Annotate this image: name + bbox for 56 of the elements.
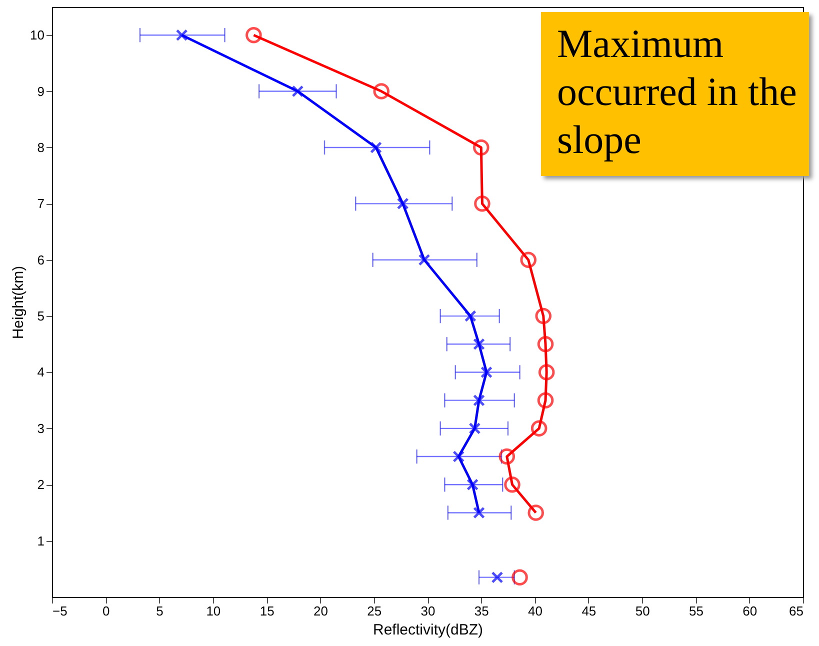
point [418, 254, 430, 266]
point [537, 392, 554, 408]
point [530, 420, 548, 437]
y-tick-label: 5 [37, 308, 44, 324]
x-tick-label: 25 [367, 604, 382, 618]
y-tick-label: 2 [37, 477, 44, 492]
point [520, 252, 536, 268]
point [473, 338, 485, 350]
x-tick-label: 40 [528, 604, 543, 618]
x-tick-label: 30 [420, 604, 436, 618]
point [528, 504, 544, 521]
x-tick-label: 55 [688, 604, 704, 618]
point [491, 571, 504, 584]
point [473, 506, 485, 519]
x-tick-label: 15 [260, 604, 274, 618]
point [464, 310, 476, 322]
y-axis-title: Height(km) [10, 266, 28, 340]
note-box: Maximum occurred in the slope [541, 12, 809, 176]
point [504, 476, 520, 493]
y-tick-label: 1 [37, 533, 44, 548]
y-tick-label: 8 [37, 140, 44, 155]
point [466, 478, 479, 491]
x-tick-label: 35 [474, 604, 489, 618]
point [452, 450, 465, 463]
point [176, 29, 188, 42]
x-tick-label: 10 [206, 604, 221, 618]
point [370, 141, 382, 154]
x-tick-label: 60 [742, 604, 758, 618]
x-axis-title: Reflectivity(dBZ) [372, 622, 484, 638]
y-tick-label: 6 [37, 252, 44, 268]
point [468, 422, 481, 434]
point [480, 366, 492, 378]
point [498, 448, 516, 465]
y-tick-label: 10 [30, 28, 44, 43]
point [535, 308, 552, 324]
point [538, 364, 555, 380]
y-tick-label: 9 [37, 84, 44, 99]
point [474, 196, 490, 212]
point [292, 85, 304, 98]
point [512, 569, 528, 586]
point [373, 83, 390, 100]
x-tick-label: 45 [582, 604, 596, 618]
x-tick-label: −5 [52, 604, 68, 618]
y-tick-label: 4 [37, 364, 44, 380]
point [246, 26, 262, 44]
point [473, 394, 485, 406]
x-tick-label: 5 [156, 604, 164, 618]
point [396, 198, 409, 210]
point [537, 336, 554, 352]
x-tick-label: 0 [102, 604, 110, 618]
x-tick-label: 50 [635, 604, 650, 618]
x-tick-label: 20 [313, 604, 328, 618]
y-tick-label: 3 [37, 420, 44, 436]
y-tick-label: 7 [37, 196, 44, 212]
x-tick-label: 65 [789, 604, 804, 618]
point [473, 139, 490, 156]
